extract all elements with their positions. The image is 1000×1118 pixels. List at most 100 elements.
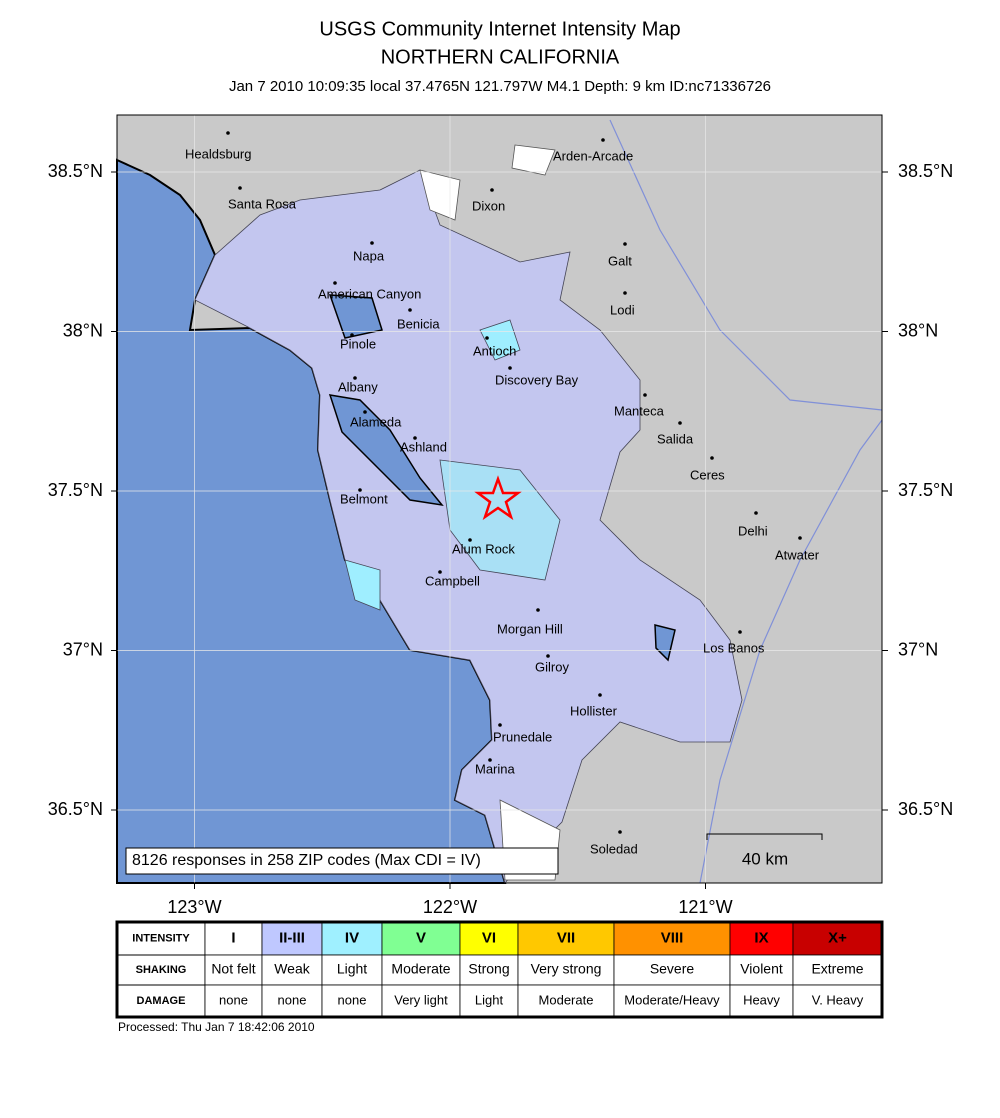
legend-cell (261, 984, 323, 1018)
legend-shaking: Strong (468, 961, 509, 977)
city-dot (546, 654, 550, 658)
city-dot (226, 131, 230, 135)
city-label: Dixon (472, 198, 505, 213)
city-label: Napa (353, 248, 385, 263)
legend-damage: Moderate (539, 992, 594, 1007)
city-dot (238, 186, 242, 190)
city-dot (710, 456, 714, 460)
legend-cell (204, 984, 263, 1018)
lon-label: 122°W (423, 897, 477, 917)
lat-label: 38.5°N (898, 161, 953, 181)
legend-damage: Moderate/Heavy (624, 992, 720, 1007)
legend-cell (381, 984, 461, 1018)
note-box (125, 847, 559, 875)
lat-label: 38.5°N (48, 161, 103, 181)
city-dot (468, 538, 472, 542)
city-dot (353, 376, 357, 380)
legend-intensity: VII (557, 929, 575, 946)
legend-cell (261, 954, 323, 986)
legend-cell (459, 921, 519, 956)
city-dot (678, 421, 682, 425)
city-label: Marina (475, 761, 516, 776)
map: Healdsburg Santa Rosa Napa American Canyon B… (111, 114, 888, 889)
city-label: Los Banos (703, 640, 765, 655)
lon-label: 121°W (678, 897, 732, 917)
processed: Processed: Thu Jan 7 18:42:06 2010 (118, 1020, 315, 1034)
legend-cell (729, 954, 794, 986)
city-dot (754, 511, 758, 515)
lat-label: 38°N (898, 320, 938, 340)
legend-intensity: IX (754, 929, 768, 946)
lat-label: 37.5°N (898, 480, 953, 500)
legend-row-label: DAMAGE (137, 995, 186, 1007)
city-label: Lodi (610, 302, 635, 317)
legend-damage: none (338, 992, 367, 1007)
legend-cell (116, 921, 206, 956)
legend-damage: Very light (394, 992, 448, 1007)
legend-cell (459, 954, 519, 986)
scale-label: 40 km (742, 849, 788, 868)
city-label: Delhi (738, 523, 768, 538)
city-label: Salida (657, 431, 694, 446)
legend-cell (459, 984, 519, 1018)
city-label: Gilroy (535, 659, 569, 674)
legend-damage: Light (475, 992, 504, 1007)
city-label: Belmont (340, 491, 388, 506)
legend-shaking: Very strong (531, 961, 602, 977)
city-label: Manteca (614, 403, 665, 418)
legend-shaking: Severe (650, 961, 695, 977)
intensity-region (344, 319, 521, 611)
city-label: Healdsburg (185, 146, 252, 161)
city-dot (498, 723, 502, 727)
legend-damage: Heavy (743, 992, 780, 1007)
legend-frame (115, 920, 884, 1019)
lat-label: 38°N (63, 320, 103, 340)
legend-intensity: VI (482, 929, 496, 946)
note: 8126 responses in 258 ZIP codes (Max CDI… (132, 852, 481, 869)
lat-label: 37°N (63, 639, 103, 659)
legend-shaking: Extreme (811, 961, 863, 977)
legend-cell (116, 954, 206, 986)
city-label: Santa Rosa (228, 196, 297, 211)
city-dot (363, 410, 367, 414)
city-label: Pinole (340, 336, 376, 351)
city-dot (601, 138, 605, 142)
city-dot (485, 336, 489, 340)
city-dot (738, 630, 742, 634)
city-dot (370, 241, 374, 245)
lat-label: 37°N (898, 639, 938, 659)
legend-cell (729, 984, 794, 1018)
legend-cell (204, 921, 263, 956)
city-dot (798, 536, 802, 540)
title: USGS Community Internet Intensity Map (319, 18, 680, 40)
city-dot (643, 393, 647, 397)
city-label: Antioch (473, 343, 516, 358)
city-dot (358, 488, 362, 492)
city-label: Atwater (775, 547, 820, 562)
city-label: Prunedale (493, 729, 552, 744)
city-dot (536, 608, 540, 612)
legend-intensity: IV (345, 929, 359, 946)
scale-bar (706, 833, 823, 840)
legend-shaking: Not felt (211, 961, 255, 977)
legend-shaking: Violent (740, 961, 783, 977)
legend-intensity: X+ (828, 929, 847, 946)
city-label: Alum Rock (452, 541, 515, 556)
legend-cell (729, 921, 794, 956)
city-dot (508, 366, 512, 370)
city-dot (623, 242, 627, 246)
city-dot (413, 436, 417, 440)
event-info: Jan 7 2010 10:09:35 local 37.4765N 121.7… (229, 78, 771, 95)
legend-shaking: Light (337, 961, 367, 977)
city-label: Soledad (590, 841, 638, 856)
legend-row-label: SHAKING (136, 964, 187, 976)
legend-intensity: I (231, 929, 235, 946)
city-label: Albany (338, 379, 378, 394)
legend-cell (321, 984, 383, 1018)
legend-row-label: INTENSITY (132, 932, 190, 944)
legend-cell (792, 984, 883, 1018)
legend-cell (792, 921, 883, 956)
city-label: Alameda (350, 414, 402, 429)
legend-intensity: VIII (661, 929, 684, 946)
legend-shaking: Moderate (391, 961, 450, 977)
